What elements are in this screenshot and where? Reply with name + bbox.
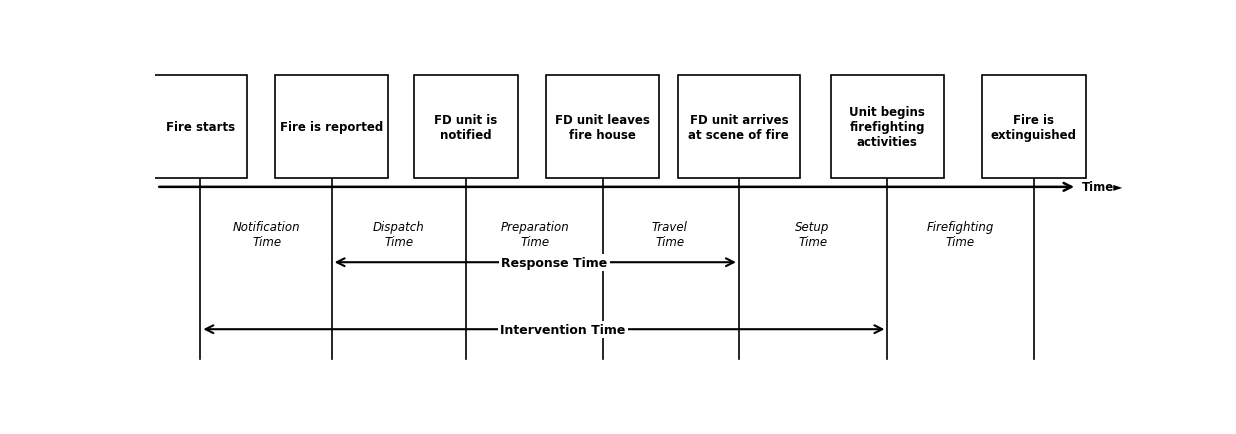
Text: Dispatch
Time: Dispatch Time [373,221,425,249]
Text: Travel
Time: Travel Time [651,221,687,249]
Text: FD unit arrives
at scene of fire: FD unit arrives at scene of fire [688,113,790,141]
FancyBboxPatch shape [546,76,659,179]
FancyBboxPatch shape [677,76,800,179]
Text: FD unit leaves
fire house: FD unit leaves fire house [555,113,650,141]
Text: Intervention Time: Intervention Time [501,323,625,336]
Text: Unit begins
firefighting
activities: Unit begins firefighting activities [849,106,926,149]
FancyBboxPatch shape [153,76,247,179]
FancyBboxPatch shape [276,76,388,179]
FancyBboxPatch shape [831,76,944,179]
FancyBboxPatch shape [983,76,1085,179]
Text: Setup
Time: Setup Time [796,221,829,249]
Text: Time►: Time► [1082,180,1124,193]
Text: FD unit is
notified: FD unit is notified [434,113,497,141]
Text: Notification
Time: Notification Time [232,221,300,249]
Text: Fire starts: Fire starts [166,121,235,134]
Text: Fire is
extinguished: Fire is extinguished [991,113,1077,141]
Text: Preparation
Time: Preparation Time [501,221,569,249]
FancyBboxPatch shape [414,76,518,179]
Text: Response Time: Response Time [502,256,608,269]
Text: Fire is reported: Fire is reported [281,121,383,134]
Text: Firefighting
Time: Firefighting Time [927,221,994,249]
